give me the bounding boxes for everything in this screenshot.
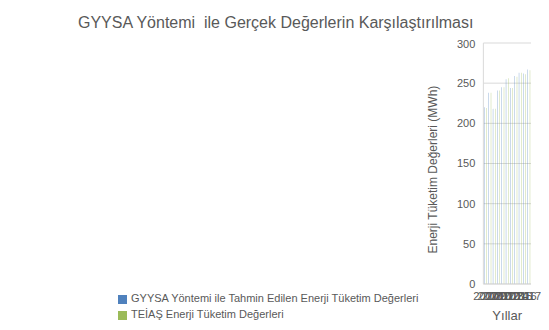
svg-text:Yıllar: Yıllar <box>492 308 522 322</box>
svg-text:150: 150 <box>457 157 475 169</box>
svg-text:250: 250 <box>457 77 475 89</box>
html-text:TEİAŞ Enerji Tüketim Değerleri: TEİAŞ Enerji Tüketim Değerleri <box>131 308 284 320</box>
svg-text:2017: 2017 <box>517 290 541 302</box>
svg-text:300: 300 <box>457 38 475 50</box>
svg-text:50: 50 <box>463 238 475 250</box>
html-text:GYYSA Yöntemi ile Tahmin Edile: GYYSA Yöntemi ile Tahmin Edilen Enerji T… <box>131 292 419 304</box>
svg-text:Enerji Tüketim Değerleri (MWh): Enerji Tüketim Değerleri (MWh) <box>426 86 440 254</box>
html-text:GYYSA Yöntemi ile Gerçek Değer: GYYSA Yöntemi ile Gerçek Değerlerin Karş… <box>78 14 474 31</box>
svg-text:200: 200 <box>457 117 475 129</box>
svg-text:100: 100 <box>457 198 475 210</box>
svg-text:0: 0 <box>469 278 475 290</box>
